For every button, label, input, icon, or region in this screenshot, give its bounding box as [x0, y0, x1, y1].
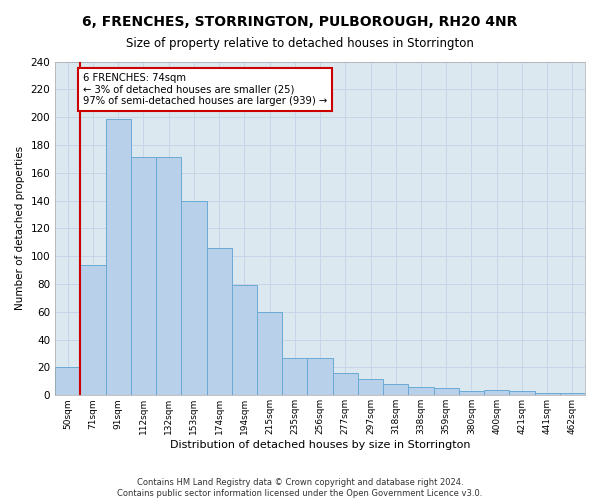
Bar — [560, 392, 585, 396]
Bar — [535, 392, 560, 396]
Bar — [434, 388, 459, 396]
Bar — [459, 391, 484, 396]
Bar — [156, 158, 181, 396]
Bar — [257, 312, 282, 396]
Bar — [181, 200, 206, 396]
Bar — [509, 391, 535, 396]
Bar — [206, 248, 232, 396]
Text: 6, FRENCHES, STORRINGTON, PULBOROUGH, RH20 4NR: 6, FRENCHES, STORRINGTON, PULBOROUGH, RH… — [82, 15, 518, 29]
Y-axis label: Number of detached properties: Number of detached properties — [15, 146, 25, 310]
Text: Size of property relative to detached houses in Storrington: Size of property relative to detached ho… — [126, 38, 474, 51]
Bar — [332, 373, 358, 396]
Bar — [131, 158, 156, 396]
Bar — [55, 368, 80, 396]
Text: 6 FRENCHES: 74sqm
← 3% of detached houses are smaller (25)
97% of semi-detached : 6 FRENCHES: 74sqm ← 3% of detached house… — [83, 72, 327, 106]
Bar — [80, 264, 106, 396]
Bar — [383, 384, 409, 396]
Bar — [282, 358, 307, 396]
Text: Contains HM Land Registry data © Crown copyright and database right 2024.
Contai: Contains HM Land Registry data © Crown c… — [118, 478, 482, 498]
Bar — [106, 118, 131, 396]
Bar — [358, 378, 383, 396]
Bar — [307, 358, 332, 396]
Bar — [484, 390, 509, 396]
Bar — [409, 387, 434, 396]
Bar — [232, 286, 257, 396]
X-axis label: Distribution of detached houses by size in Storrington: Distribution of detached houses by size … — [170, 440, 470, 450]
